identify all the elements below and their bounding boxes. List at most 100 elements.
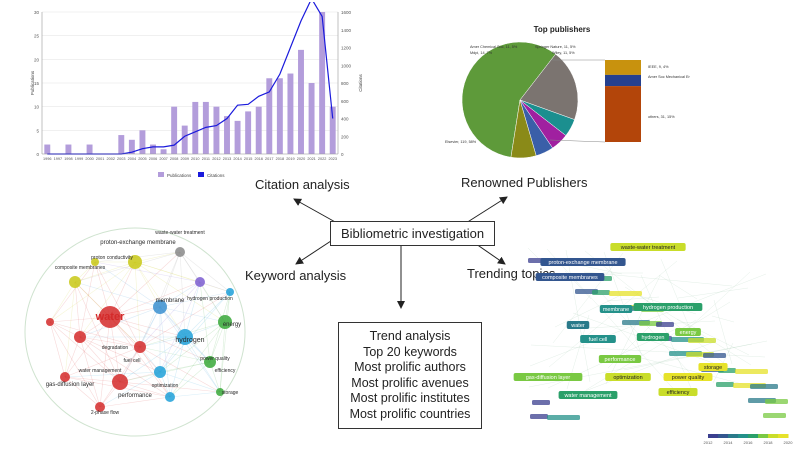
network-edge <box>99 396 171 408</box>
trend-label-text: power quality <box>672 375 705 381</box>
citation-analysis-label: Citation analysis <box>255 177 350 192</box>
trend-label-box <box>698 363 728 371</box>
trend-edge <box>676 318 750 356</box>
legend-swatch-publications <box>158 172 164 177</box>
network-edge <box>159 371 221 393</box>
trend-edge <box>713 299 733 365</box>
publication-bar <box>86 144 93 154</box>
network-edge <box>79 261 96 338</box>
trend-label-box <box>535 273 605 281</box>
trend-label-text: optimization <box>613 375 642 381</box>
trend-label-text: proton-exchange membrane <box>548 260 617 266</box>
pie-slice <box>461 41 556 158</box>
scale-segment <box>718 434 729 438</box>
y2-tick-label: 1200 <box>341 46 352 51</box>
trending-topics-label: Trending topics <box>467 266 556 281</box>
y2-tick-label: 0 <box>341 152 344 157</box>
citation-chart-legend: Publications Citations <box>158 172 225 178</box>
trend-minor-tag <box>765 399 788 404</box>
network-node <box>128 255 142 269</box>
network-node <box>99 306 121 328</box>
trend-item: Trend analysis <box>369 329 451 343</box>
trend-label-box <box>558 391 618 399</box>
network-edge <box>199 281 231 293</box>
network-edge <box>199 281 226 323</box>
trend-minor-tag <box>688 338 716 343</box>
keyword-label: power quality <box>200 356 230 362</box>
pie-slice-label: IEEE, 9, 4% <box>648 65 669 69</box>
trend-edge <box>606 296 660 302</box>
network-edge <box>169 391 221 398</box>
trend-edge <box>677 287 749 299</box>
trend-label-box <box>540 258 626 266</box>
network-edge <box>79 261 136 338</box>
trend-item: Most prolific institutes <box>350 391 470 405</box>
pie-title-text: Top publishers <box>534 25 591 34</box>
scale-segment <box>708 434 719 438</box>
scale-tick-label: 2020 <box>784 440 794 445</box>
x-tick-label: 2015 <box>244 157 252 161</box>
x-tick-label: 2013 <box>223 157 231 161</box>
network-node <box>46 318 54 326</box>
scale-segment <box>758 434 769 438</box>
arrow-to-publishers <box>465 196 508 224</box>
trend-edge <box>660 258 696 342</box>
scale-segment <box>768 434 779 438</box>
keyword-label: optimization <box>152 383 179 389</box>
network-edge <box>184 291 231 338</box>
network-edge <box>219 291 231 393</box>
pie-slice-label: others, 31, 15% <box>648 115 675 119</box>
publication-bar <box>150 144 156 154</box>
network-edge <box>159 291 231 373</box>
network-edge <box>94 261 201 283</box>
pie-breakdown-bar <box>549 59 641 143</box>
network-node <box>177 329 193 345</box>
y-tick-label: 5 <box>36 128 39 133</box>
trend-items-list: Trend analysis Top 20 keywords Most prolif… <box>349 329 471 422</box>
trend-item: Most prolific authors <box>354 360 466 374</box>
trend-item: Most prolific avenues <box>351 375 469 390</box>
center-label: Bibliometric investigation <box>330 221 496 246</box>
scale-segment <box>748 434 759 438</box>
x-tick-label: 2023 <box>328 157 336 161</box>
trend-edge <box>583 271 733 287</box>
trending-overlay-map: waste-water treatment proton-exchange mem… <box>513 243 794 445</box>
network-node <box>91 258 99 266</box>
pie-slice-label: Elsevier, 119, 58% <box>445 140 477 144</box>
y2-tick-label: 1000 <box>341 63 352 68</box>
y2-tick-label: 400 <box>341 117 349 122</box>
x-tick-label: 1998 <box>64 157 72 161</box>
x-tick-label: 2020 <box>297 157 305 161</box>
trend-minor-tag <box>750 384 778 389</box>
trend-edge <box>565 249 591 383</box>
network-node <box>204 356 216 368</box>
scale-segment <box>738 434 749 438</box>
y-tick-label: 30 <box>34 10 40 15</box>
keyword-label: degradation <box>102 345 129 351</box>
legend-label-publications: Publications <box>167 173 192 178</box>
keyword-label: composite membranes <box>55 265 106 271</box>
y-tick-label: 20 <box>34 57 40 62</box>
trend-label-text: water <box>570 323 585 329</box>
network-edge <box>64 346 141 378</box>
network-edge <box>184 281 201 338</box>
publication-bar <box>160 149 167 154</box>
network-halo <box>24 227 246 437</box>
y2-tick-label: 800 <box>341 81 349 86</box>
network-node <box>69 276 81 288</box>
scale-tick-label: 2014 <box>724 440 734 445</box>
network-edge <box>74 251 181 283</box>
network-edge <box>79 336 121 383</box>
network-edge <box>159 251 181 308</box>
network-edge <box>74 261 136 283</box>
keyword-label: efficiency <box>215 368 236 374</box>
network-edge <box>49 321 141 348</box>
trend-edge <box>548 260 678 368</box>
network-edge <box>99 316 111 408</box>
network-edge <box>159 306 171 398</box>
y-axis-label: Publications <box>30 70 35 95</box>
trend-label-box <box>633 303 703 311</box>
network-edge <box>159 306 226 323</box>
network-edge <box>79 336 161 373</box>
keyword-label: hydrogen production <box>187 296 233 302</box>
